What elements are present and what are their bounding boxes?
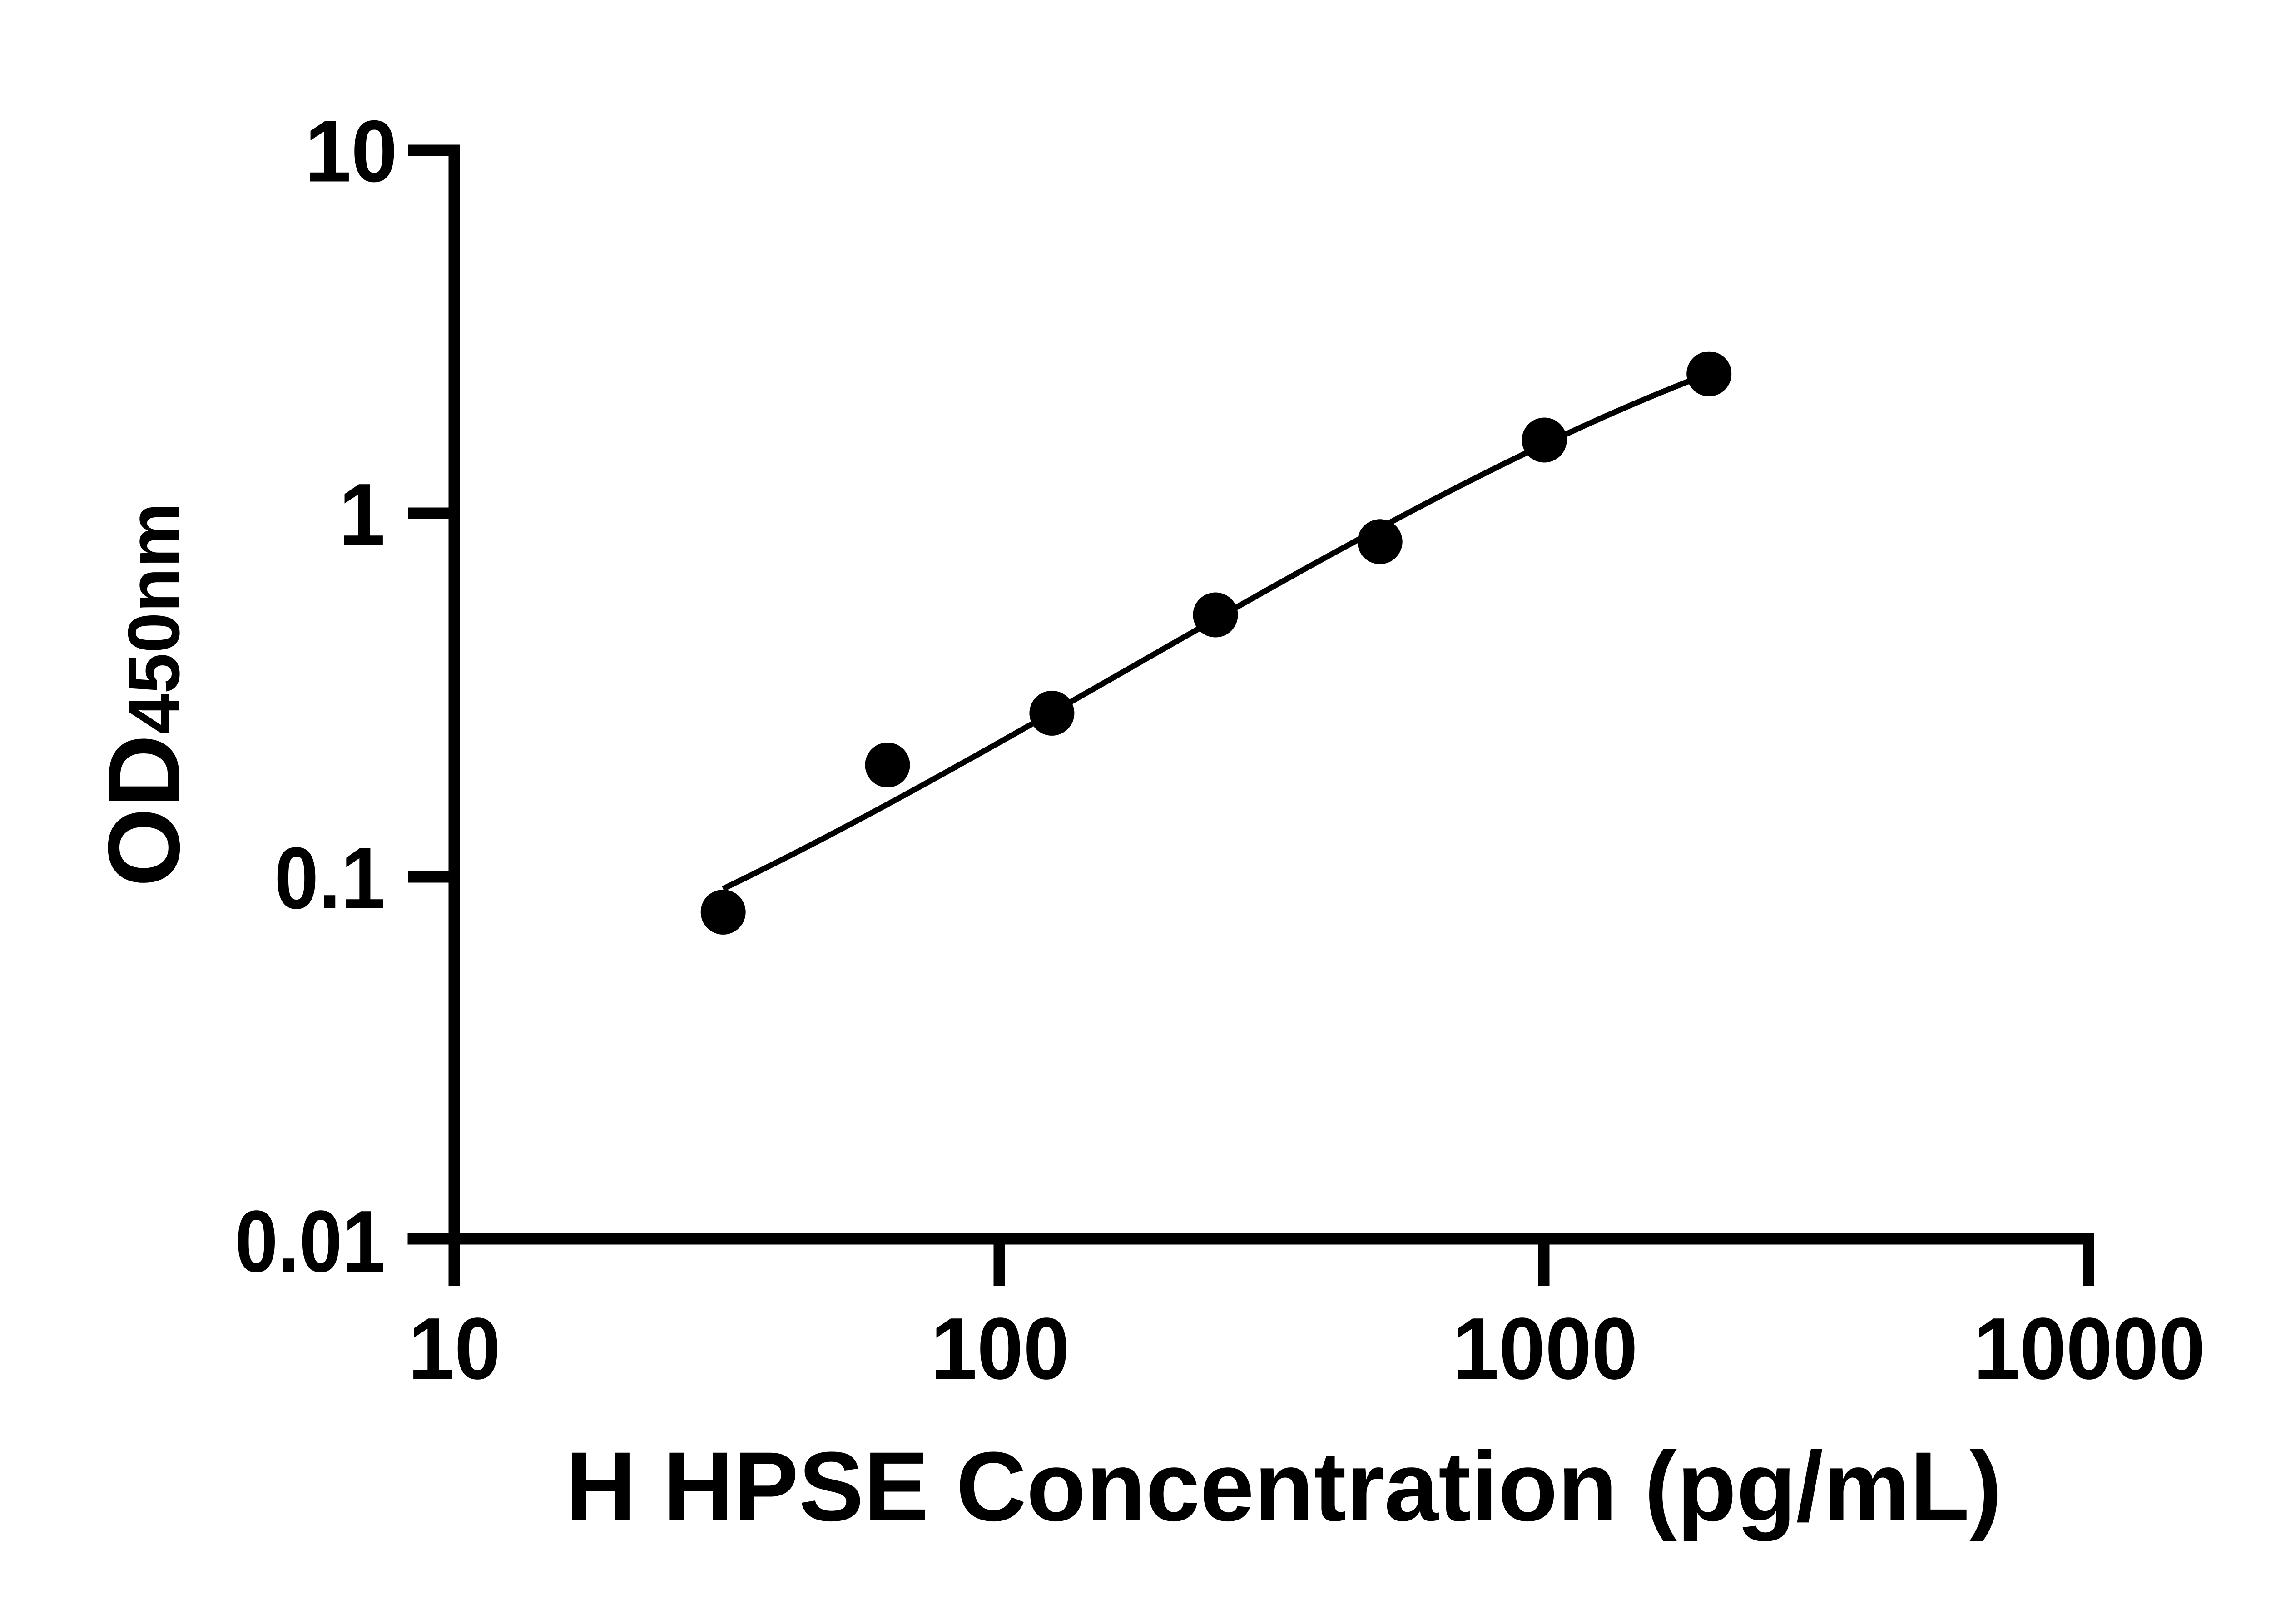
svg-text:1: 1: [339, 465, 385, 563]
svg-text:10: 10: [408, 1300, 501, 1397]
svg-text:10000: 10000: [1973, 1300, 2205, 1397]
svg-text:0.1: 0.1: [274, 829, 385, 927]
svg-text:0.01: 0.01: [235, 1192, 385, 1291]
svg-text:100: 100: [931, 1300, 1070, 1397]
svg-text:H HPSE Concentration (pg/mL): H HPSE Concentration (pg/mL): [565, 1431, 2002, 1541]
svg-text:10: 10: [305, 102, 397, 200]
svg-text:1000: 1000: [1453, 1300, 1638, 1397]
svg-text:OD450nm: OD450nm: [87, 503, 201, 887]
